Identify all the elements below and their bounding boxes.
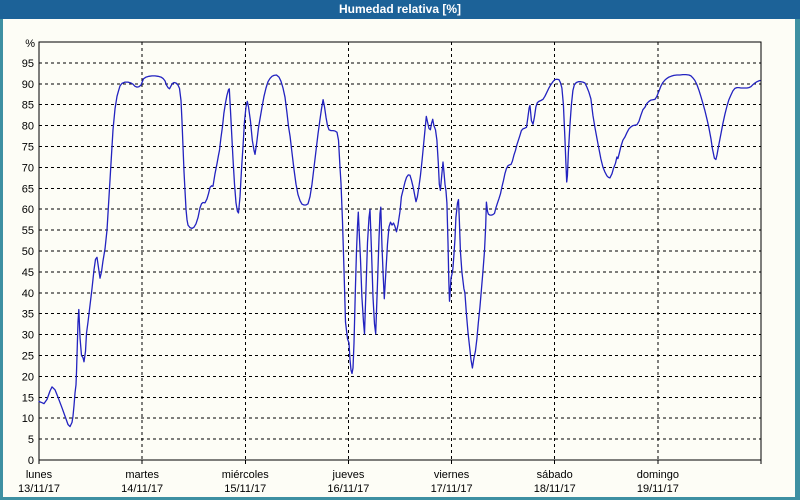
day-name-label: miércoles xyxy=(222,469,270,481)
y-axis-unit-label: % xyxy=(25,38,35,50)
y-tick-label: 15 xyxy=(22,392,34,404)
y-tick-label: 45 xyxy=(22,267,34,279)
day-date-label: 14/11/17 xyxy=(121,483,163,495)
y-tick-label: 35 xyxy=(22,309,34,321)
chart-background xyxy=(3,19,795,497)
day-date-label: 19/11/17 xyxy=(637,483,679,495)
y-tick-label: 5 xyxy=(28,434,34,446)
y-tick-label: 20 xyxy=(22,371,34,383)
y-tick-label: 95 xyxy=(22,58,34,70)
y-tick-label: 0 xyxy=(28,455,34,467)
y-tick-label: 25 xyxy=(22,351,34,363)
day-name-label: viernes xyxy=(434,469,470,481)
y-tick-label: 75 xyxy=(22,142,34,154)
day-date-label: 13/11/17 xyxy=(18,483,60,495)
y-tick-label: 60 xyxy=(22,204,34,216)
day-date-label: 17/11/17 xyxy=(431,483,473,495)
day-name-label: lunes xyxy=(26,469,53,481)
day-name-label: sábado xyxy=(537,469,573,481)
y-tick-label: 30 xyxy=(22,330,34,342)
day-date-label: 16/11/17 xyxy=(327,483,369,495)
day-name-label: jueves xyxy=(332,469,365,481)
day-name-label: martes xyxy=(125,469,159,481)
window-title: Humedad relativa [%] xyxy=(338,2,462,16)
y-tick-label: 70 xyxy=(22,162,34,174)
y-tick-label: 90 xyxy=(22,79,34,91)
day-name-label: domingo xyxy=(637,469,679,481)
humidity-line xyxy=(38,73,761,428)
window-title-bar: Humedad relativa [%] xyxy=(0,0,800,19)
day-date-label: 18/11/17 xyxy=(534,483,576,495)
y-tick-label: 80 xyxy=(22,121,34,133)
y-tick-label: 55 xyxy=(22,225,34,237)
y-tick-label: 50 xyxy=(22,246,34,258)
y-tick-label: 65 xyxy=(22,183,34,195)
y-tick-label: 40 xyxy=(22,288,34,300)
y-tick-label: 85 xyxy=(22,100,34,112)
y-tick-label: 10 xyxy=(22,413,34,425)
day-date-label: 15/11/17 xyxy=(224,483,266,495)
plot-frame xyxy=(38,41,762,461)
